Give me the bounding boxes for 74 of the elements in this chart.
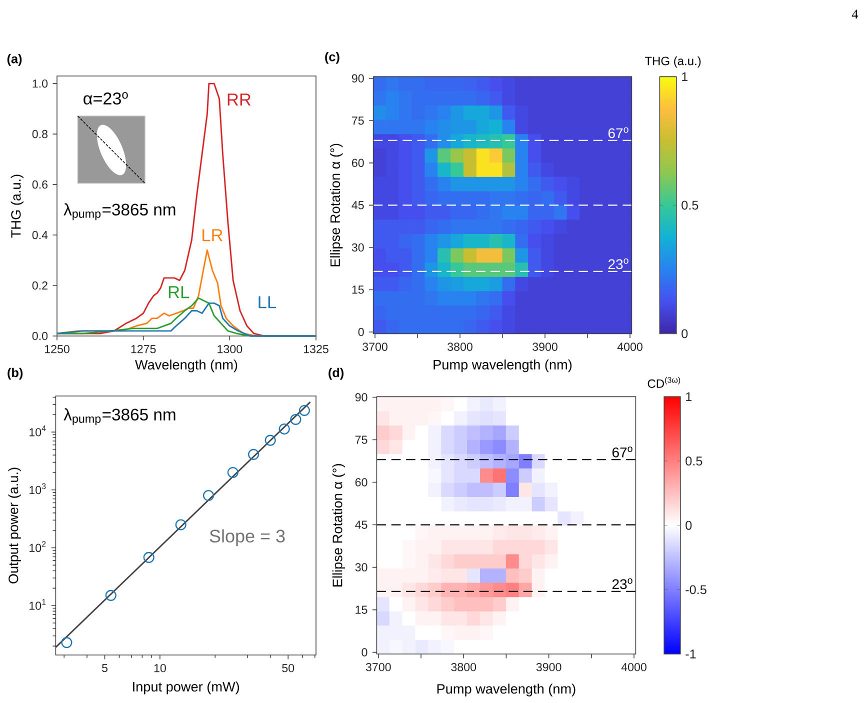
- y-tick-label: 90: [355, 393, 368, 402]
- text: 4: [852, 10, 858, 18]
- annotation: λ$_{pump}$=3865 nm: [64, 408, 176, 426]
- y-tick-label: 10$^{4}$: [30, 426, 46, 436]
- series-label: RR: [228, 94, 251, 106]
- color-bar-label: 0: [686, 520, 692, 530]
- chart-title: (c): [325, 52, 340, 64]
- x-tick-label: 3700: [362, 342, 388, 351]
- color-bar-label: -1: [686, 650, 696, 658]
- color-bar-label: 1: [686, 392, 692, 402]
- y-tick-label: 60: [355, 478, 368, 486]
- y-tick-label: 45: [352, 201, 364, 210]
- y-axis-title: THG (a.u.): [10, 174, 24, 238]
- y-tick-label: 75: [355, 436, 368, 444]
- chart-title: (a): [7, 54, 22, 66]
- y-tick-label: 30: [355, 563, 368, 572]
- y-tick-label: 45: [355, 520, 368, 529]
- y-tick-label: 90: [352, 74, 364, 82]
- y-axis-title: Ellipse Rotation α (°): [332, 464, 345, 586]
- y-tick-label: 15: [352, 286, 364, 294]
- x-tick-label: 1300: [218, 344, 242, 354]
- ref-line-label: 23$^{o}$: [612, 578, 632, 590]
- x-tick-label: 4000: [621, 662, 646, 672]
- y-tick-label: 0.4: [32, 230, 48, 240]
- chart-title: (d): [328, 368, 344, 380]
- y-axis-title: Output power (a.u.): [8, 468, 21, 584]
- color-bar-label: 0.5: [686, 456, 702, 466]
- y-tick-label: 60: [352, 158, 364, 168]
- y-tick-label: 0.0: [32, 332, 48, 340]
- annotation: Slope = 3: [210, 529, 285, 546]
- series-label: RL: [168, 286, 190, 298]
- x-axis-title: Input power (mW): [133, 682, 240, 694]
- x-tick-label: 1325: [304, 344, 328, 354]
- y-tick-label: 0: [358, 328, 364, 336]
- x-tick-label: 3800: [448, 342, 472, 351]
- x-tick-label: 3900: [532, 342, 558, 351]
- chart-title: (b): [8, 368, 23, 380]
- ref-line-label: 67$^{o}$: [608, 127, 628, 138]
- y-tick-label: 0: [362, 648, 368, 656]
- y-axis-title: Ellipse Rotation α (°): [330, 144, 343, 266]
- annotation: α=23$^{o}$: [84, 92, 128, 105]
- y-tick-label: 30: [352, 243, 364, 252]
- y-tick-label: 10$^{1}$: [30, 599, 46, 610]
- x-tick-label: 1250: [44, 344, 70, 354]
- y-tick-label: 10$^{2}$: [30, 541, 46, 552]
- x-axis-title: Pump wavelength (nm): [437, 684, 576, 696]
- x-tick-label: 3900: [536, 662, 562, 672]
- ref-line-label: 23$^{o}$: [608, 258, 628, 270]
- y-tick-label: 1.0: [32, 79, 48, 88]
- x-axis-title: Pump wavelength (nm): [434, 359, 572, 372]
- series-label: LR: [202, 229, 222, 242]
- ref-line-label: 67$^{o}$: [612, 446, 632, 458]
- y-tick-label: 10$^{3}$: [30, 483, 46, 494]
- series-label: LL: [258, 296, 276, 308]
- color-bar-title: THG (a.u.): [644, 56, 701, 68]
- y-tick-label: 0.6: [32, 180, 48, 189]
- x-tick-label: 1275: [131, 344, 156, 354]
- x-tick-label: 4000: [617, 342, 642, 351]
- y-tick-label: 75: [352, 116, 364, 125]
- x-tick-label: 50: [282, 664, 294, 672]
- x-tick-label: 3800: [451, 662, 476, 672]
- y-tick-label: 15: [356, 606, 368, 614]
- x-tick-label: 10: [154, 664, 166, 672]
- x-tick-label: 3700: [366, 662, 391, 672]
- annotation: λ$_{pump}$=3865 nm: [64, 203, 176, 220]
- color-bar-label: 0: [682, 329, 688, 338]
- color-bar-label: -0.5: [686, 585, 706, 594]
- y-tick-label: 0.2: [32, 281, 48, 290]
- color-bar-label: 0.5: [682, 200, 698, 210]
- x-tick-label: 5: [102, 664, 108, 672]
- y-tick-label: 0.8: [32, 130, 48, 138]
- color-bar-label: 1: [682, 72, 688, 82]
- color-bar-title: CD$^{(3ω)}$: [648, 376, 680, 388]
- x-axis-title: Wavelength (nm): [135, 360, 238, 372]
